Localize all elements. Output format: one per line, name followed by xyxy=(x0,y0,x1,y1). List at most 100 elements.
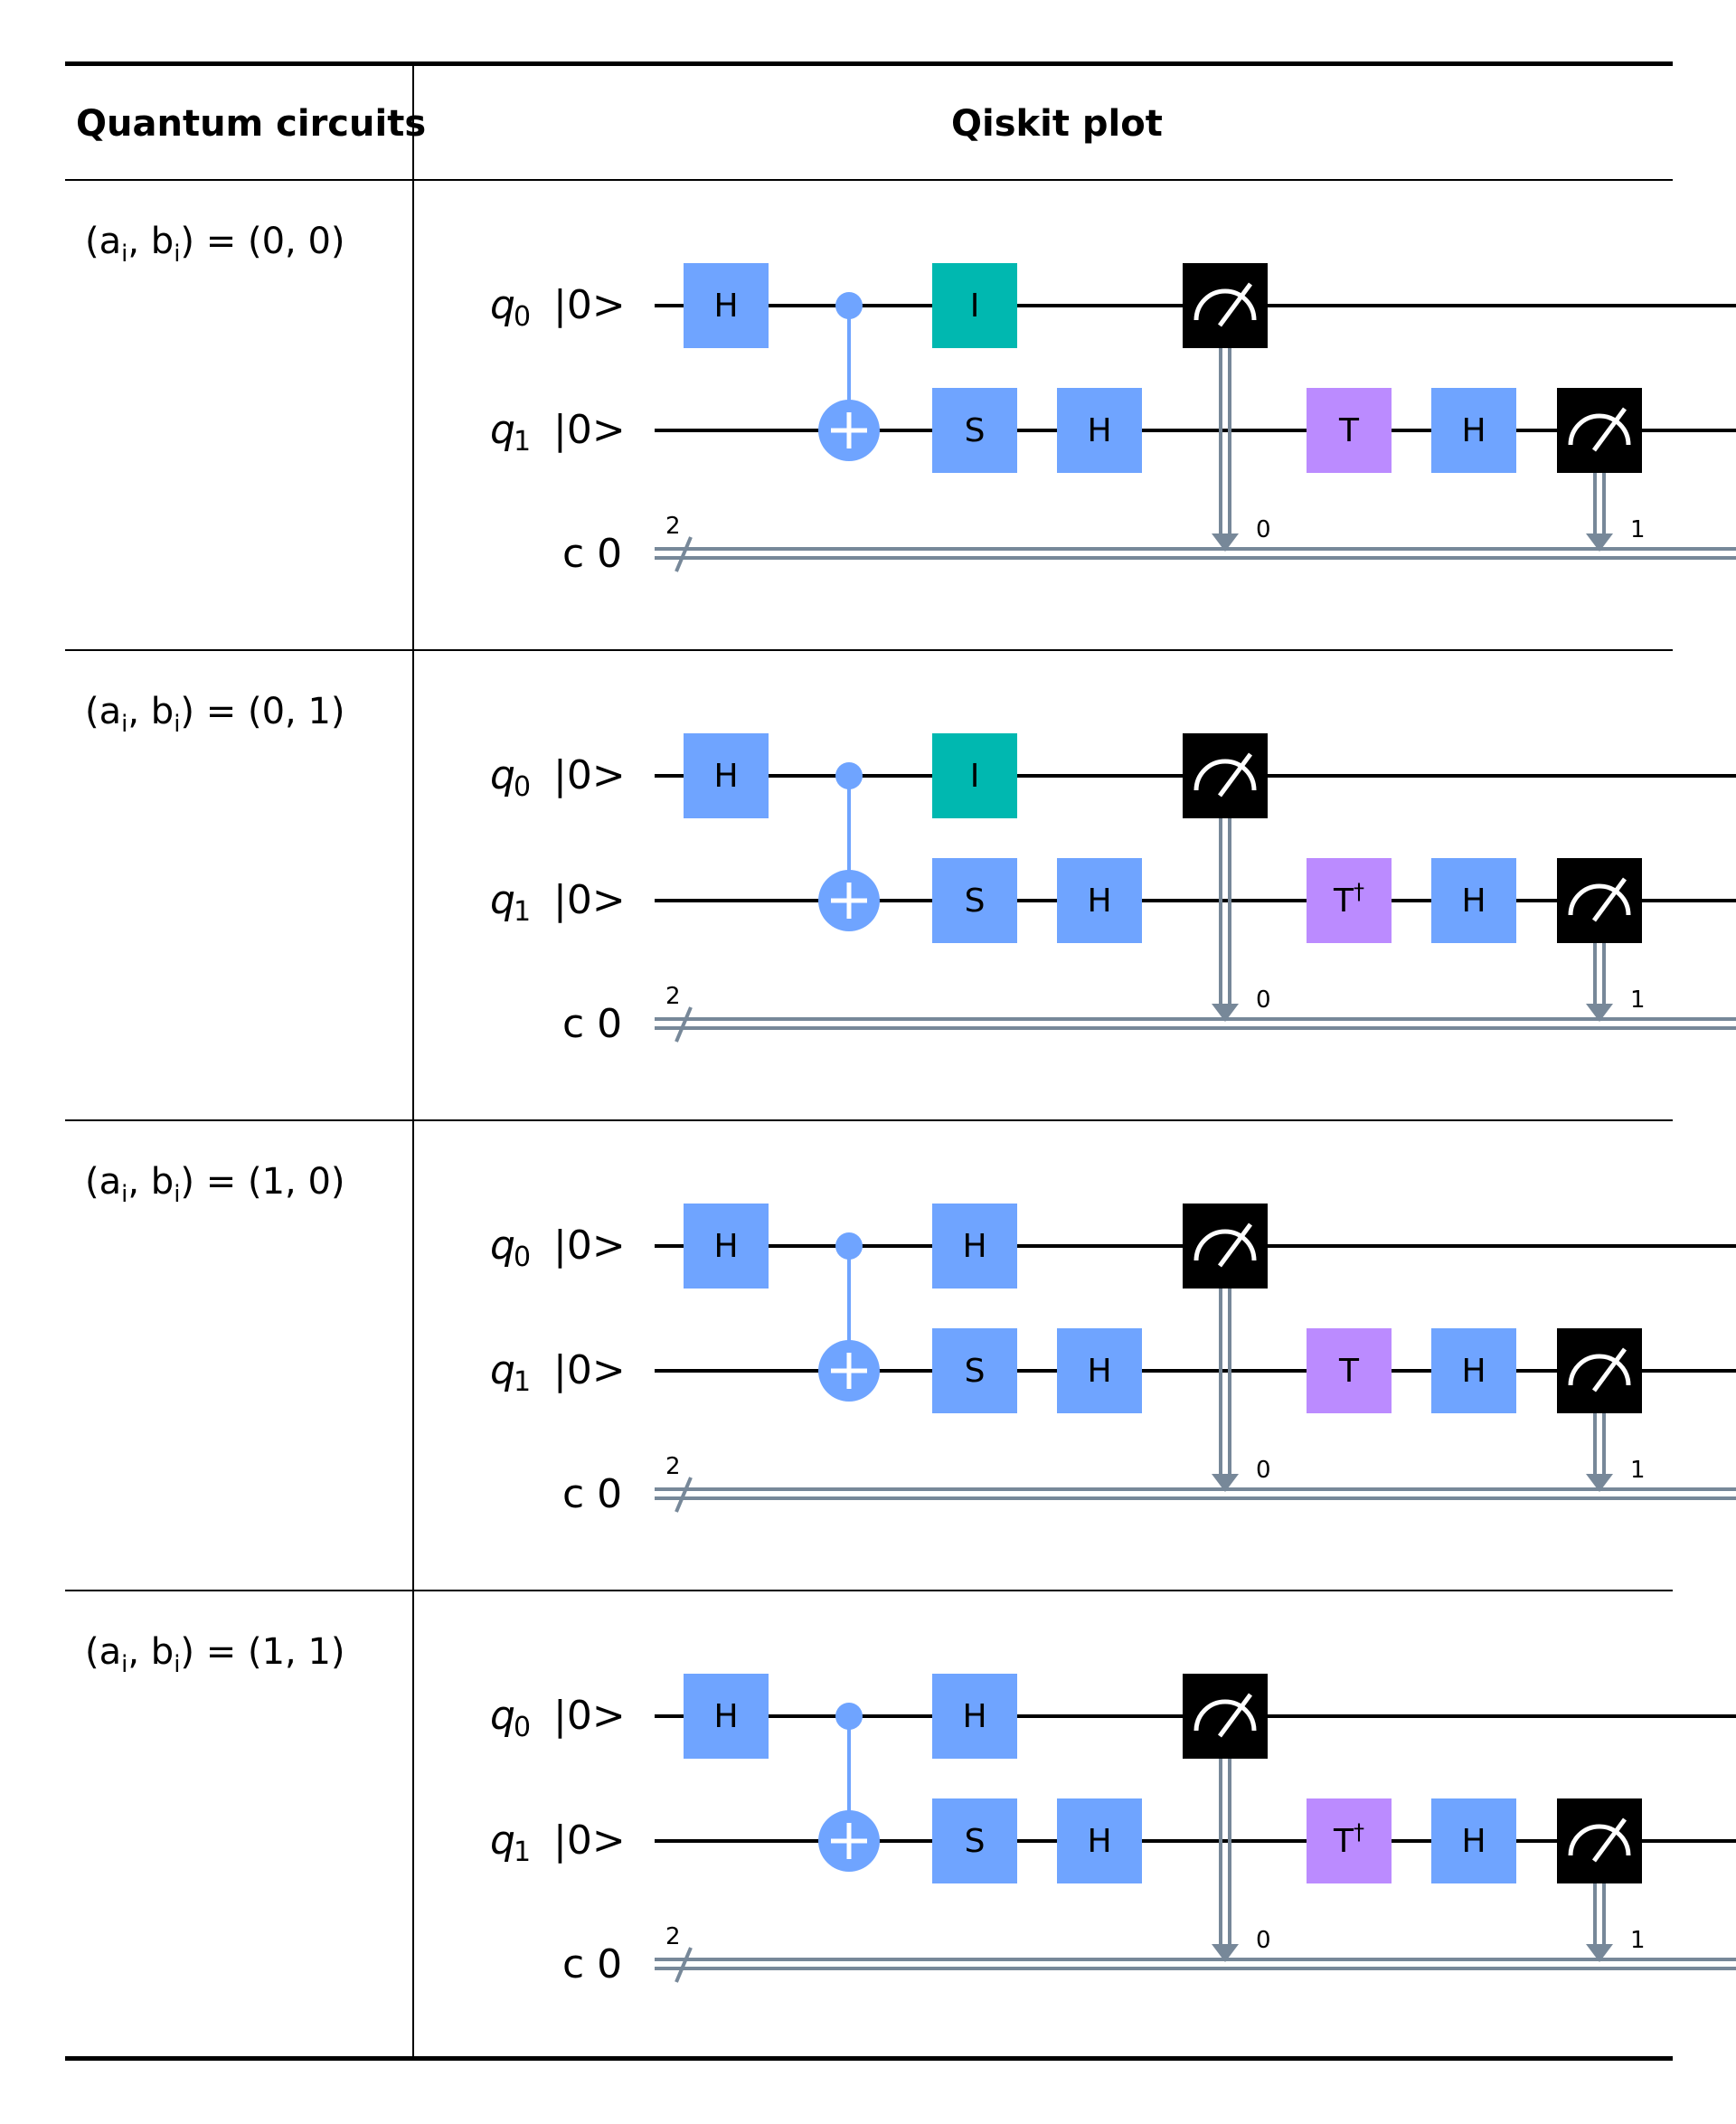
qiskit-circuit: q0 |0>q1 |0>c 02H HS H0T H1 xyxy=(490,1204,1736,1517)
s-gate-label: S xyxy=(965,412,986,449)
q1-label-sub: 1 xyxy=(514,1836,531,1868)
q0-label: q xyxy=(490,752,515,798)
q0-label: q xyxy=(490,1222,515,1269)
measure-q1-needle xyxy=(1591,1347,1628,1392)
measure-q0 xyxy=(1183,1674,1268,1759)
h-gate-label: H xyxy=(1461,1823,1486,1860)
ket-label: |0> xyxy=(553,877,626,923)
meas1-label: 1 xyxy=(1630,516,1646,543)
cnot-control xyxy=(835,1232,863,1260)
cnot-control xyxy=(835,292,863,319)
c-width-label: 2 xyxy=(665,513,681,540)
q0-gate-label: I xyxy=(970,288,980,325)
case-label: (ai, bi) = (1, 1) xyxy=(85,1631,345,1678)
ket-label: |0> xyxy=(553,1817,626,1864)
c-width-label: 2 xyxy=(665,1923,681,1950)
t-gate-label: T xyxy=(1338,1353,1360,1390)
measure-q0-arc xyxy=(1194,288,1257,321)
header-qiskit-plot: Qiskit plot xyxy=(951,103,1163,145)
q0-label-sub: 0 xyxy=(514,1241,531,1273)
t-gate-label: T xyxy=(1338,412,1360,449)
c-bus-slash xyxy=(675,536,693,572)
q1-label-sub: 1 xyxy=(514,426,531,458)
case-label: (ai, bi) = (0, 1) xyxy=(85,691,345,738)
t-gate xyxy=(1307,1798,1392,1883)
h-gate-label: H xyxy=(1461,412,1486,449)
measure-q1-arc xyxy=(1568,883,1631,916)
c-bus-slash xyxy=(675,1947,693,1983)
h-gate xyxy=(1431,1798,1516,1883)
measure-q1 xyxy=(1557,1328,1642,1413)
qiskit-circuit: q0 |0>q1 |0>c 02H IS H0T H1 xyxy=(490,263,1736,577)
measure-q0-needle xyxy=(1217,1693,1253,1738)
q1-label-sub: 1 xyxy=(514,896,531,928)
measure-q1-needle xyxy=(1591,407,1628,452)
t-gate xyxy=(1307,858,1392,943)
measure-q0-needle xyxy=(1217,1222,1253,1268)
h-gate-label: H xyxy=(713,1698,738,1735)
h-gate-label: H xyxy=(713,758,738,795)
q0-gate-label: H xyxy=(962,1228,986,1265)
q0-gate-label: I xyxy=(970,758,980,795)
s-gate xyxy=(932,388,1017,473)
header-rule xyxy=(65,179,1673,181)
h-gate-label: H xyxy=(1087,1353,1111,1390)
s-gate xyxy=(932,858,1017,943)
meas1-label: 1 xyxy=(1630,1457,1646,1484)
c-bus-slash xyxy=(675,1477,693,1513)
q0-gate xyxy=(932,263,1017,348)
h-gate-label: H xyxy=(1461,883,1486,920)
meas1-label: 1 xyxy=(1630,1927,1646,1954)
h-gate-label: H xyxy=(1087,412,1111,449)
h-gate-label: H xyxy=(713,288,738,325)
header-quantum-circuits: Quantum circuits xyxy=(76,103,427,145)
case-label: (ai, bi) = (1, 0) xyxy=(85,1161,345,1208)
q0-label-sub: 0 xyxy=(514,1712,531,1743)
measure-q0-arc xyxy=(1194,759,1257,791)
meas0-label: 0 xyxy=(1256,1927,1271,1954)
meas0-arrow xyxy=(1212,1474,1239,1492)
q0-label-sub: 0 xyxy=(514,301,531,333)
measure-q0-arc xyxy=(1194,1699,1257,1732)
c-label: c 0 xyxy=(562,1941,622,1987)
h-gate xyxy=(1057,388,1142,473)
q0-gate-label: H xyxy=(962,1698,986,1735)
meas1-label: 1 xyxy=(1630,986,1646,1014)
meas1-arrow xyxy=(1586,1474,1613,1492)
measure-q0 xyxy=(1183,263,1268,348)
row-divider-2 xyxy=(65,1119,1673,1121)
t-gate xyxy=(1307,1328,1392,1413)
meas1-arrow xyxy=(1586,1004,1613,1022)
measure-q1 xyxy=(1557,1798,1642,1883)
ket-label: |0> xyxy=(553,282,626,328)
bottom-rule xyxy=(65,2056,1673,2061)
h-gate xyxy=(684,1674,769,1759)
measure-q1-arc xyxy=(1568,1354,1631,1386)
q0-gate xyxy=(932,1204,1017,1289)
meas1-arrow xyxy=(1586,1944,1613,1962)
meas0-label: 0 xyxy=(1256,516,1271,543)
q1-label: q xyxy=(490,877,515,923)
measure-q1 xyxy=(1557,858,1642,943)
q1-label: q xyxy=(490,1347,515,1393)
h-gate xyxy=(1057,1798,1142,1883)
q0-label: q xyxy=(490,1693,515,1739)
c-label: c 0 xyxy=(562,1471,622,1517)
measure-q0-needle xyxy=(1217,282,1253,327)
measure-q0-needle xyxy=(1217,752,1253,798)
measure-q1-arc xyxy=(1568,413,1631,446)
ket-label: |0> xyxy=(553,1347,626,1393)
measure-q1-needle xyxy=(1591,877,1628,922)
measure-q1-arc xyxy=(1568,1824,1631,1856)
ket-label: |0> xyxy=(553,1222,626,1269)
meas0-arrow xyxy=(1212,1944,1239,1962)
q0-gate xyxy=(932,1674,1017,1759)
qiskit-circuit: q0 |0>q1 |0>c 02H HS H0T† H1 xyxy=(490,1674,1736,1987)
q1-label-sub: 1 xyxy=(514,1366,531,1398)
row-divider-1 xyxy=(65,649,1673,651)
q0-gate xyxy=(932,733,1017,818)
ket-label: |0> xyxy=(553,1693,626,1739)
h-gate-label: H xyxy=(1461,1353,1486,1390)
ket-label: |0> xyxy=(553,752,626,798)
h-gate-label: H xyxy=(1087,883,1111,920)
